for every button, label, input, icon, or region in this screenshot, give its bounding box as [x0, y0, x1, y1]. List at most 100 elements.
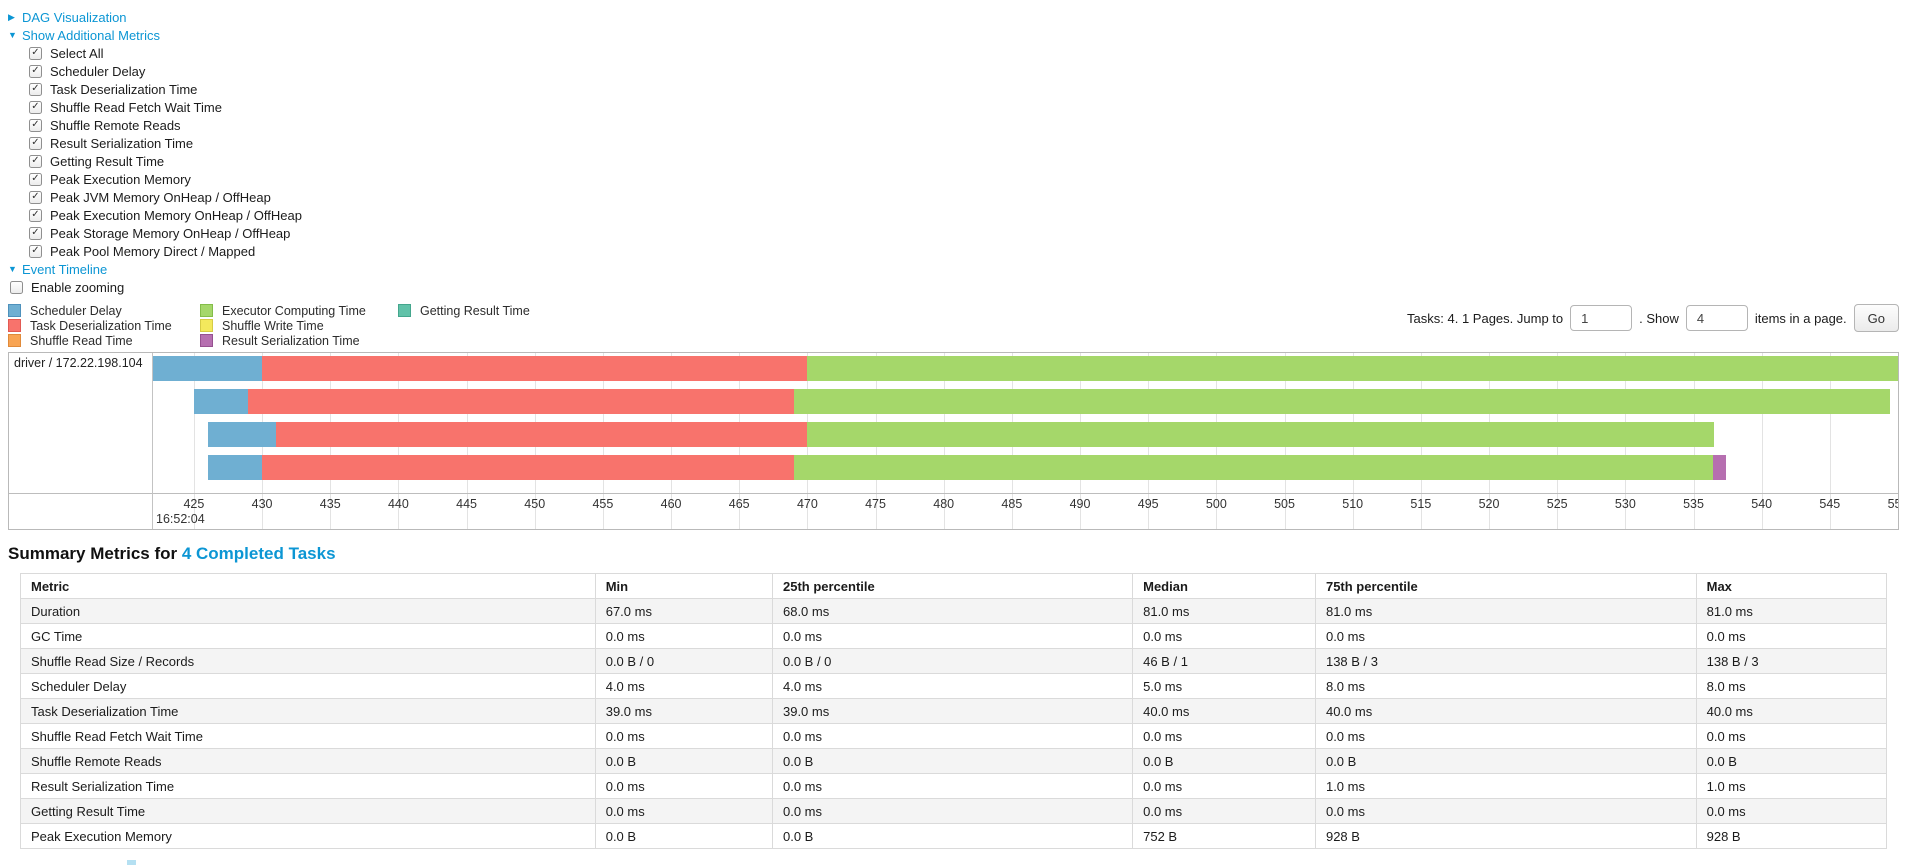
metric-checkbox[interactable] — [29, 190, 42, 204]
metric-checkbox-label: Scheduler Delay — [50, 63, 146, 79]
axis-tick-label: 535 — [1683, 497, 1704, 511]
metric-value-cell: 8.0 ms — [1695, 673, 1888, 699]
metric-value-cell: 39.0 ms — [771, 698, 1134, 724]
axis-tick-label: 505 — [1274, 497, 1295, 511]
metric-value-cell: 0.0 ms — [1314, 623, 1697, 649]
metrics-table-row: Shuffle Read Size / Records 0.0 B / 0 0.0 … — [20, 648, 1888, 674]
metric-value-cell: 81.0 ms — [1314, 598, 1697, 624]
metric-checkbox-row[interactable]: Peak Execution Memory — [29, 170, 1899, 188]
items-per-page-input[interactable] — [1685, 305, 1748, 331]
task-bar-segment-executor-computing[interactable] — [793, 389, 1890, 414]
task-bar-segment-scheduler-delay[interactable] — [193, 389, 249, 414]
jump-to-page-input[interactable] — [1570, 305, 1633, 331]
metric-value-cell: 1.0 ms — [1314, 773, 1697, 799]
timeline-controls-row: Scheduler Delay Task Deserialization Time… — [8, 303, 1899, 348]
pagination-text-mid: . Show — [1639, 310, 1679, 326]
metric-checkbox-row[interactable]: Peak Execution Memory OnHeap / OffHeap — [29, 206, 1899, 224]
task-bar-segment-executor-computing[interactable] — [793, 455, 1713, 480]
legend-swatch — [398, 304, 411, 317]
metric-checkbox-row[interactable]: Select All — [29, 44, 1899, 62]
metric-checkbox[interactable] — [29, 244, 42, 258]
metric-checkbox-row[interactable]: Peak JVM Memory OnHeap / OffHeap — [29, 188, 1899, 206]
dag-visualization-toggle[interactable]: ▶ DAG Visualization — [8, 8, 1899, 26]
metric-name-cell: GC Time — [20, 623, 596, 649]
event-timeline-label: Event Timeline — [22, 261, 108, 277]
metric-value-cell: 752 B — [1132, 823, 1316, 849]
metric-value-cell: 928 B — [1314, 823, 1697, 849]
task-bar-segment-task-deserialization[interactable] — [275, 422, 808, 447]
event-timeline-toggle[interactable]: ▼ Event Timeline — [8, 260, 1899, 278]
task-bar-segment-task-deserialization[interactable] — [262, 455, 794, 480]
metric-checkbox-row[interactable]: Task Deserialization Time — [29, 80, 1899, 98]
metric-checkbox[interactable] — [29, 118, 42, 132]
task-bar-segment-executor-computing[interactable] — [807, 356, 1898, 381]
metric-checkbox-row[interactable]: Result Serialization Time — [29, 134, 1899, 152]
metric-checkbox-row[interactable]: Getting Result Time — [29, 152, 1899, 170]
task-bar-segment-scheduler-delay[interactable] — [207, 422, 276, 447]
task-bar-segment-result-serialization[interactable] — [1712, 455, 1727, 480]
axis-tick-label: 460 — [660, 497, 682, 511]
timeline-plot[interactable]: 425 430 435 440 445 450 455 460 465 470 475 480 485 4… — [153, 353, 1898, 529]
metric-value-cell: 40.0 ms — [1132, 698, 1316, 724]
metrics-checkbox-list: Select All Scheduler Delay Task Deserializ… — [29, 44, 1899, 260]
metric-name-cell: Shuffle Read Size / Records — [20, 648, 596, 674]
show-additional-metrics-toggle[interactable]: ▼ Show Additional Metrics — [8, 26, 1899, 44]
axis-tick-label: 540 — [1751, 497, 1773, 511]
task-bar-segment-task-deserialization[interactable] — [262, 356, 808, 381]
legend-swatch — [200, 334, 213, 347]
metric-value-cell: 68.0 ms — [771, 598, 1134, 624]
task-bar-segment-task-deserialization[interactable] — [248, 389, 794, 414]
metric-value-cell: 0.0 B — [771, 748, 1134, 774]
metrics-header-row: Metric Min 25th percentile Median 75th perce… — [20, 573, 1888, 599]
axis-tick-label: 435 — [319, 497, 341, 511]
event-timeline-chart: driver / 172.22.198.104 425 430 435 440 445 4… — [8, 352, 1899, 530]
enable-zooming-row[interactable]: Enable zooming — [10, 278, 1899, 296]
metric-checkbox-row[interactable]: Shuffle Read Fetch Wait Time — [29, 98, 1899, 116]
metric-checkbox[interactable] — [29, 226, 42, 240]
metric-value-cell: 81.0 ms — [1695, 598, 1888, 624]
metric-value-cell: 0.0 ms — [1695, 723, 1888, 749]
task-bar-segment-scheduler-delay[interactable] — [207, 455, 263, 480]
metric-checkbox[interactable] — [29, 208, 42, 222]
task-bar-segment-scheduler-delay[interactable] — [153, 356, 263, 381]
axis-tick-label: 455 — [592, 497, 614, 511]
metric-checkbox[interactable] — [29, 154, 42, 168]
metrics-table-body: Duration 67.0 ms 68.0 ms 81.0 ms 81.0 ms 81.0… — [20, 598, 1888, 849]
legend-swatch — [200, 319, 213, 332]
axis-tick-label: 550 — [1887, 497, 1898, 511]
metric-checkbox[interactable] — [29, 100, 42, 114]
metric-value-cell: 4.0 ms — [771, 673, 1134, 699]
metric-checkbox-label: Select All — [50, 45, 104, 61]
metric-name-cell: Peak Execution Memory — [20, 823, 596, 849]
metric-checkbox[interactable] — [29, 172, 42, 186]
task-bar-segment-executor-computing[interactable] — [807, 422, 1714, 447]
metrics-column-header: Metric — [20, 573, 596, 599]
metric-checkbox-label: Peak JVM Memory OnHeap / OffHeap — [50, 189, 271, 205]
axis-major-label: 16:52:04 — [156, 512, 205, 526]
axis-tick-label: 520 — [1478, 497, 1500, 511]
metric-value-cell: 8.0 ms — [1314, 673, 1697, 699]
chevron-down-icon: ▼ — [8, 30, 17, 40]
metric-name-cell: Scheduler Delay — [20, 673, 596, 699]
metric-checkbox-row[interactable]: Shuffle Remote Reads — [29, 116, 1899, 134]
metric-checkbox-row[interactable]: Peak Storage Memory OnHeap / OffHeap — [29, 224, 1899, 242]
metric-checkbox-row[interactable]: Peak Pool Memory Direct / Mapped — [29, 242, 1899, 260]
metric-checkbox-row[interactable]: Scheduler Delay — [29, 62, 1899, 80]
legend-item: Shuffle Write Time — [200, 318, 398, 333]
legend-item: Getting Result Time — [398, 303, 530, 318]
metric-value-cell: 0.0 ms — [771, 798, 1134, 824]
metrics-table-row: Task Deserialization Time 39.0 ms 39.0 ms 4… — [20, 698, 1888, 724]
metric-value-cell: 0.0 B / 0 — [771, 648, 1134, 674]
metric-checkbox[interactable] — [29, 64, 42, 78]
summary-metrics-table: Metric Min 25th percentile Median 75th perce… — [20, 573, 1888, 849]
go-button[interactable]: Go — [1853, 304, 1899, 332]
metric-checkbox[interactable] — [29, 136, 42, 150]
legend-column: Getting Result Time — [398, 303, 530, 348]
completed-tasks-link[interactable]: 4 Completed Tasks — [181, 544, 336, 563]
axis-tick-label: 440 — [387, 497, 409, 511]
axis-tick-label: 530 — [1614, 497, 1636, 511]
metric-checkbox[interactable] — [29, 82, 42, 96]
metric-checkbox[interactable] — [29, 46, 42, 60]
metric-value-cell: 138 B / 3 — [1314, 648, 1697, 674]
enable-zooming-checkbox[interactable] — [10, 280, 23, 294]
